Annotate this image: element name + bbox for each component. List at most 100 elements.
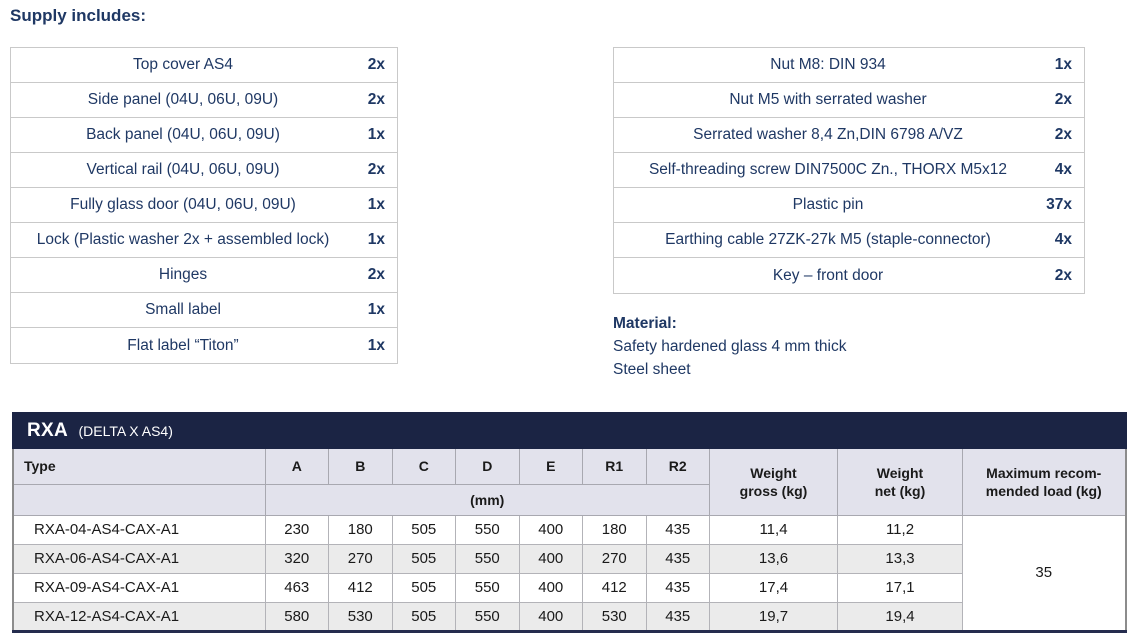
supply-item-qty: 2x bbox=[1054, 266, 1072, 284]
cell-weight-net: 11,2 bbox=[837, 514, 963, 545]
supply-item-label: Vertical rail (04U, 06U, 09U) bbox=[86, 161, 280, 178]
supply-row: Nut M8: DIN 934 1x bbox=[614, 48, 1084, 83]
supply-item-label: Earthing cable 27ZK-27k M5 (staple-conne… bbox=[665, 231, 991, 248]
supply-item-qty: 2x bbox=[367, 266, 385, 283]
supply-item-label: Serrated washer 8,4 Zn,DIN 6798 A/VZ bbox=[693, 126, 963, 143]
cell-r2: 435 bbox=[645, 572, 710, 603]
col-header-r1: R1 bbox=[582, 447, 647, 485]
material-line: Safety hardened glass 4 mm thick bbox=[613, 338, 847, 355]
cell-d: 550 bbox=[455, 543, 520, 574]
supply-item-label: Small label bbox=[145, 301, 221, 318]
spec-title-row: RXA (DELTA X AS4) bbox=[12, 412, 1127, 449]
supply-item-qty: 37x bbox=[1046, 196, 1072, 213]
spec-title: RXA bbox=[27, 419, 69, 441]
supply-item-qty: 2x bbox=[1054, 126, 1072, 143]
col-header-weight-net: Weight net (kg) bbox=[837, 447, 963, 516]
supply-item-label: Fully glass door (04U, 06U, 09U) bbox=[70, 196, 296, 213]
cell-e: 400 bbox=[518, 572, 583, 603]
supply-item-label: Plastic pin bbox=[792, 196, 864, 213]
spec-subtitle: (DELTA X AS4) bbox=[78, 422, 173, 439]
material-section: Material: Safety hardened glass 4 mm thi… bbox=[613, 312, 846, 381]
cell-b: 530 bbox=[328, 601, 393, 632]
cell-r1: 180 bbox=[582, 514, 647, 545]
cell-c: 505 bbox=[391, 514, 456, 545]
cell-r2: 435 bbox=[645, 601, 710, 632]
supply-item-label: Top cover AS4 bbox=[133, 56, 233, 73]
supply-item-qty: 1x bbox=[367, 126, 385, 143]
supply-table-right: Nut M8: DIN 934 1x Nut M5 with serrated … bbox=[613, 47, 1085, 294]
cell-type: RXA-06-AS4-CAX-A1 bbox=[12, 543, 266, 574]
cell-a: 320 bbox=[264, 543, 329, 574]
supply-item-label: Side panel (04U, 06U, 09U) bbox=[87, 91, 279, 108]
cell-weight-net: 13,3 bbox=[837, 543, 963, 574]
cell-r2: 435 bbox=[645, 514, 710, 545]
cell-e: 400 bbox=[518, 543, 583, 574]
supply-item-label: Hinges bbox=[158, 266, 208, 283]
cell-e: 400 bbox=[518, 514, 583, 545]
supply-row: Lock (Plastic washer 2x + assembled lock… bbox=[11, 223, 397, 258]
supply-item-qty: 2x bbox=[367, 161, 385, 178]
supply-row: Back panel (04U, 06U, 09U) 1x bbox=[11, 118, 397, 153]
cell-c: 505 bbox=[391, 572, 456, 603]
cell-e: 400 bbox=[518, 601, 583, 632]
cell-r2: 435 bbox=[645, 543, 710, 574]
material-line: Steel sheet bbox=[613, 361, 691, 378]
supply-row: Top cover AS4 2x bbox=[11, 48, 397, 83]
cell-r1: 530 bbox=[582, 601, 647, 632]
col-header-c: C bbox=[391, 447, 456, 485]
spec-data-row: RXA-04-AS4-CAX-A1 230 180 505 550 400 18… bbox=[12, 514, 1126, 632]
supply-item-qty: 2x bbox=[367, 91, 385, 108]
cell-type: RXA-12-AS4-CAX-A1 bbox=[12, 601, 266, 632]
col-header-b: B bbox=[328, 447, 393, 485]
unit-label: (mm) bbox=[264, 483, 710, 516]
supply-row: Plastic pin 37x bbox=[614, 188, 1084, 223]
cell-max-load: 35 bbox=[962, 514, 1126, 632]
cell-d: 550 bbox=[455, 514, 520, 545]
spec-table: RXA (DELTA X AS4) Type A B C D E R1 R2 W… bbox=[12, 412, 1127, 633]
col-header-a: A bbox=[264, 447, 329, 485]
spec-header-row: Type A B C D E R1 R2 Weight gross (kg) W… bbox=[12, 447, 1126, 516]
supply-row: Key – front door 2x bbox=[614, 258, 1084, 293]
supply-item-qty: 1x bbox=[367, 301, 385, 318]
supply-row: Self-threading screw DIN7500C Zn., THORX… bbox=[614, 153, 1084, 188]
supply-row: Earthing cable 27ZK-27k M5 (staple-conne… bbox=[614, 223, 1084, 258]
supply-item-label: Nut M8: DIN 934 bbox=[770, 56, 886, 73]
supply-item-qty: 1x bbox=[367, 231, 385, 248]
supply-row: Flat label “Titon” 1x bbox=[11, 328, 397, 363]
supply-item-qty: 2x bbox=[367, 56, 385, 73]
cell-weight-net: 19,4 bbox=[837, 601, 963, 632]
supply-item-qty: 4x bbox=[1054, 161, 1072, 178]
col-header-d: D bbox=[455, 447, 520, 485]
supply-item-label: Key – front door bbox=[772, 266, 884, 284]
supply-item-qty: 1x bbox=[1054, 56, 1072, 73]
supply-row: Fully glass door (04U, 06U, 09U) 1x bbox=[11, 188, 397, 223]
cell-weight-gross: 13,6 bbox=[709, 543, 838, 574]
supply-row: Hinges 2x bbox=[11, 258, 397, 293]
cell-d: 550 bbox=[455, 572, 520, 603]
cell-type: RXA-04-AS4-CAX-A1 bbox=[12, 514, 266, 545]
cell-weight-gross: 11,4 bbox=[709, 514, 838, 545]
supply-item-label: Nut M5 with serrated washer bbox=[729, 91, 927, 108]
col-header-e: E bbox=[518, 447, 583, 485]
supply-row: Nut M5 with serrated washer 2x bbox=[614, 83, 1084, 118]
cell-a: 230 bbox=[264, 514, 329, 545]
supply-item-label: Flat label “Titon” bbox=[127, 336, 239, 354]
supply-row: Small label 1x bbox=[11, 293, 397, 328]
col-header-type: Type bbox=[12, 447, 266, 485]
cell-b: 270 bbox=[328, 543, 393, 574]
cell-b: 412 bbox=[328, 572, 393, 603]
supply-table-left: Top cover AS4 2x Side panel (04U, 06U, 0… bbox=[10, 47, 398, 364]
cell-a: 580 bbox=[264, 601, 329, 632]
supply-row: Side panel (04U, 06U, 09U) 2x bbox=[11, 83, 397, 118]
cell-r1: 412 bbox=[582, 572, 647, 603]
supply-item-qty: 2x bbox=[1054, 91, 1072, 108]
cell-weight-net: 17,1 bbox=[837, 572, 963, 603]
supply-item-qty: 4x bbox=[1054, 231, 1072, 248]
cell-a: 463 bbox=[264, 572, 329, 603]
spec-data-row: RXA-06-AS4-CAX-A1 320 270 505 550 400 27… bbox=[12, 543, 1126, 574]
spec-data-row: RXA-12-AS4-CAX-A1 580 530 505 550 400 53… bbox=[12, 601, 1126, 632]
supply-row: Vertical rail (04U, 06U, 09U) 2x bbox=[11, 153, 397, 188]
cell-type: RXA-09-AS4-CAX-A1 bbox=[12, 572, 266, 603]
cell-weight-gross: 17,4 bbox=[709, 572, 838, 603]
